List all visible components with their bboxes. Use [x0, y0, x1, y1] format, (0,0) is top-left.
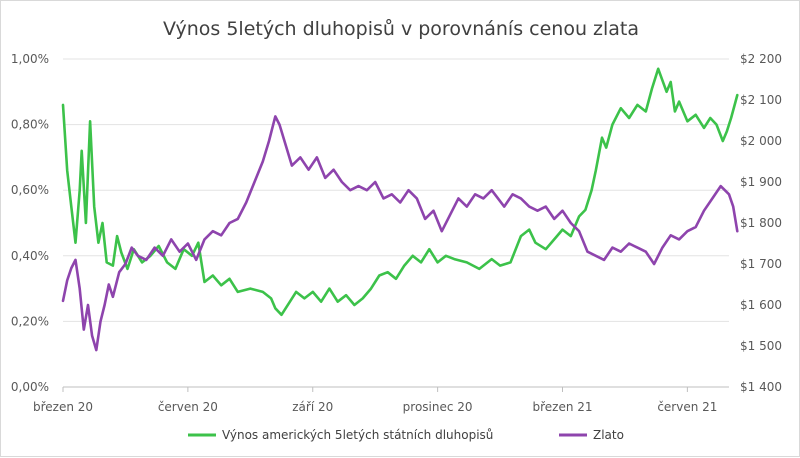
chart-title: Výnos 5letých dluhopisů v porovnánís cen…	[163, 18, 639, 40]
series-line-yield	[61, 67, 739, 317]
y-axis-right-ticks: $1 400 $1 500 $1 600 $1 700 $1 800 $1 900 $2 0…	[740, 52, 782, 394]
y-right-tick-label: $2 000	[740, 134, 782, 148]
y-right-tick-label: $2 100	[740, 93, 782, 107]
y-left-tick-label: 0,80%	[11, 118, 49, 132]
y-left-tick-label: 0,40%	[11, 249, 49, 263]
x-tick-label: červen 20	[158, 400, 218, 414]
y-axis-left-ticks: 0,00% 0,20% 0,40% 0,60% 0,80% 1,00%	[11, 52, 49, 394]
y-left-tick-label: 0,00%	[11, 380, 49, 394]
x-tick-label: září 20	[292, 400, 333, 414]
y-left-tick-label: 0,60%	[11, 183, 49, 197]
legend-label-gold: Zlato	[593, 428, 624, 442]
y-right-tick-label: $2 200	[740, 52, 782, 66]
legend-label-yield: Výnos amerických 5letých státních dluhop…	[222, 428, 493, 442]
y-right-tick-label: $1 400	[740, 380, 782, 394]
x-axis-ticks: březen 20 červen 20 září 20 prosinec 20 břez…	[33, 387, 717, 414]
y-right-tick-label: $1 500	[740, 339, 782, 353]
x-tick-label: prosinec 20	[403, 400, 473, 414]
y-left-tick-label: 0,20%	[11, 314, 49, 328]
y-left-tick-label: 1,00%	[11, 52, 49, 66]
y-right-tick-label: $1 700	[740, 257, 782, 271]
legend: Výnos amerických 5letých státních dluhop…	[188, 428, 624, 442]
y-right-tick-label: $1 800	[740, 216, 782, 230]
y-right-tick-label: $1 900	[740, 175, 782, 189]
x-tick-label: červen 21	[657, 400, 717, 414]
x-tick-label: březen 21	[532, 400, 592, 414]
x-tick-label: březen 20	[33, 400, 93, 414]
series-lines	[61, 67, 739, 352]
y-right-tick-label: $1 600	[740, 298, 782, 312]
series-line-gold	[61, 115, 739, 352]
gridlines	[63, 58, 729, 388]
